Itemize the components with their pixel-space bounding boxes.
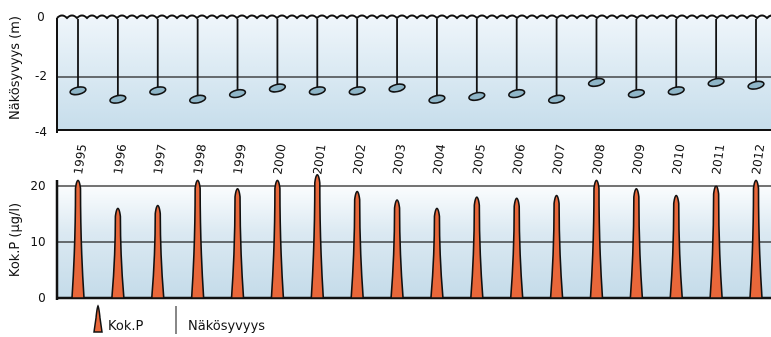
phosphorus-spike-2002 — [350, 190, 365, 299]
secchi-disc-1999 — [228, 88, 247, 99]
secchi-disc-2012 — [747, 80, 765, 90]
x-tick-label-2003: 2003 — [390, 143, 408, 175]
legend-label-secchi: Näkösyvyys — [188, 319, 265, 334]
phosphorus-spike-2005 — [469, 196, 484, 299]
x-tick-labels: 1995 1996 1997 1998 1999 2000 2001 2002 2003 2004… — [71, 143, 767, 175]
phosphorus-spike-1995 — [71, 179, 85, 299]
x-tick-label-2000: 2000 — [271, 143, 289, 175]
x-tick-label-2006: 2006 — [510, 143, 528, 175]
secchi-disc-2004 — [428, 94, 446, 104]
secchi-disc-2003 — [388, 83, 406, 93]
phosphorus-y-axis-title: Kok.P (µg/l) — [8, 203, 23, 277]
secchi-disc-2005 — [468, 91, 486, 102]
x-tick-label-2002: 2002 — [350, 143, 368, 175]
secchi-disc-2002 — [348, 86, 366, 96]
phosphorus-spike-2009 — [629, 187, 644, 299]
x-tick-label-1998: 1998 — [191, 143, 209, 175]
secchi-disc-2000 — [268, 83, 287, 93]
panel-background — [57, 180, 771, 298]
phosphorus-spike-2001 — [310, 173, 325, 299]
secchi-disc-2011 — [707, 77, 725, 88]
phosphorus-spike-2006 — [509, 197, 524, 299]
phosphorus-spike-2010 — [669, 194, 684, 299]
phosphorus-panel: Kok.P (µg/l) 20 10 0 — [8, 173, 771, 305]
secchi-y-axis-title: Näkösyvyys (m) — [8, 16, 23, 120]
phosphorus-y-tick-10: 10 — [30, 235, 45, 249]
x-tick-label-2008: 2008 — [590, 143, 608, 175]
secchi-disc-1997 — [149, 86, 167, 96]
secchi-panel: Näkösyvyys (m) 0 -2 -4 — [8, 10, 771, 139]
x-tick-label-2005: 2005 — [470, 143, 488, 175]
secchi-y-tick-minus4: -4 — [35, 125, 47, 139]
secchi-y-tick-0: 0 — [37, 10, 45, 24]
x-tick-label-1996: 1996 — [111, 143, 129, 175]
x-tick-label-2007: 2007 — [550, 143, 568, 175]
secchi-series — [69, 19, 765, 104]
phosphorus-spike-2004 — [430, 207, 444, 299]
secchi-disc-2008 — [587, 77, 606, 88]
phosphorus-spike-2003 — [390, 199, 404, 299]
water-surface-line — [56, 14, 771, 20]
x-tick-label-2004: 2004 — [430, 143, 448, 175]
legend: Kok.P Näkösyvyys — [93, 304, 265, 334]
phosphorus-spike-2000 — [270, 179, 285, 299]
x-tick-label-2009: 2009 — [629, 143, 647, 175]
secchi-disc-1998 — [188, 94, 207, 104]
phosphorus-spike-1996 — [111, 207, 125, 299]
legend-label-kokp: Kok.P — [108, 319, 143, 334]
x-tick-label-1999: 1999 — [231, 143, 249, 175]
secchi-disc-2009 — [627, 88, 646, 99]
x-tick-label-2001: 2001 — [310, 143, 328, 175]
x-tick-label-2012: 2012 — [749, 143, 767, 175]
secchi-disc-2010 — [667, 86, 685, 96]
phosphorus-y-tick-20: 20 — [30, 179, 45, 193]
secchi-disc-2001 — [308, 86, 326, 96]
phosphorus-series — [71, 173, 763, 299]
secchi-disc-2006 — [508, 88, 526, 99]
secchi-disc-1995 — [69, 86, 87, 96]
phosphorus-spike-2007 — [549, 194, 564, 299]
water-background — [57, 18, 771, 130]
phosphorus-y-tick-0: 0 — [38, 291, 46, 305]
phosphorus-spike-2012 — [749, 179, 763, 299]
x-tick-label-2011: 2011 — [709, 143, 727, 175]
x-tick-label-2010: 2010 — [669, 143, 687, 175]
phosphorus-spike-2011 — [709, 185, 723, 299]
phosphorus-spike-1999 — [230, 187, 245, 299]
phosphorus-spike-1997 — [150, 204, 165, 299]
secchi-y-tick-minus2: -2 — [35, 69, 47, 83]
legend-swatch-kokp — [93, 304, 103, 333]
phosphorus-spike-2008 — [589, 179, 604, 299]
x-tick-label-1997: 1997 — [151, 143, 169, 175]
secchi-disc-2007 — [547, 94, 566, 104]
x-tick-label-1995: 1995 — [71, 143, 89, 175]
phosphorus-spike-1998 — [190, 179, 205, 299]
secchi-disc-1996 — [109, 94, 127, 104]
